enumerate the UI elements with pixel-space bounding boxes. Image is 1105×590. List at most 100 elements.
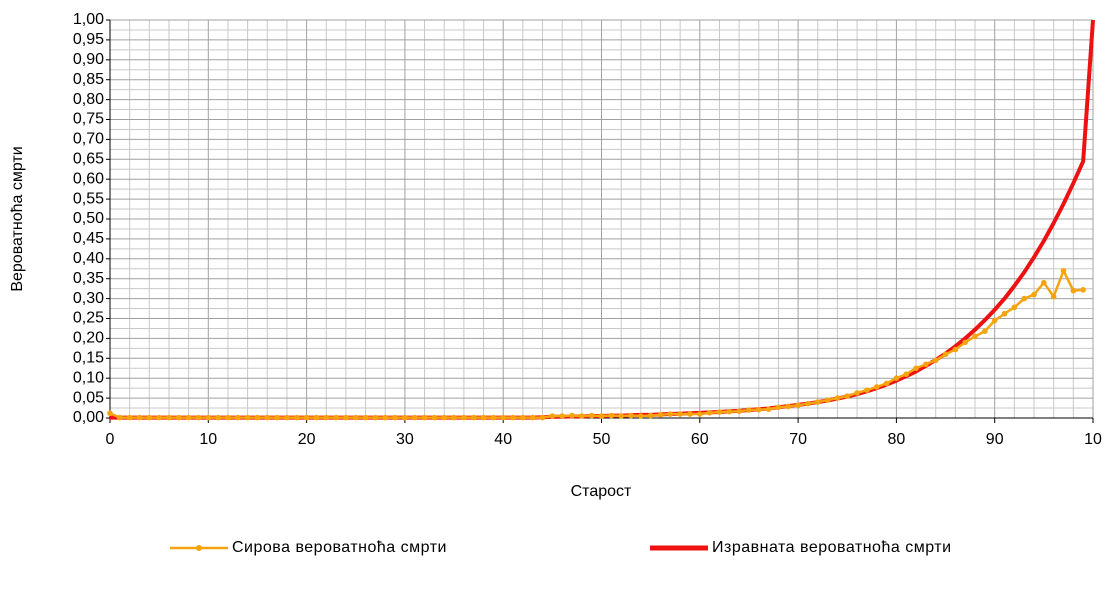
series-marker: [480, 414, 487, 421]
series-marker: [893, 375, 900, 382]
series-marker: [775, 404, 782, 411]
legend-label: Сирова вероватноћа смрти: [232, 539, 447, 556]
series-marker: [667, 411, 674, 417]
series-marker: [117, 414, 123, 421]
series-marker: [785, 403, 792, 410]
series-marker: [411, 414, 418, 421]
series-marker: [854, 390, 860, 396]
series-marker: [352, 414, 359, 421]
series-marker: [726, 408, 733, 415]
series-marker: [559, 413, 565, 419]
series-marker: [461, 414, 467, 421]
legend-marker: [196, 545, 202, 551]
y-tick-label: 0,40: [73, 250, 104, 267]
series-marker: [215, 414, 221, 421]
series-marker: [647, 412, 654, 419]
series-marker: [569, 412, 575, 419]
series-marker: [1050, 293, 1057, 300]
series-marker: [932, 357, 939, 364]
series-marker: [765, 406, 772, 413]
series-marker: [441, 414, 448, 421]
series-marker: [284, 414, 290, 421]
series-line: [109, 269, 1084, 419]
series-marker: [913, 365, 919, 372]
series-marker: [510, 414, 516, 421]
series-marker: [873, 384, 880, 390]
x-tick-label: 80: [888, 431, 906, 448]
series-marker: [923, 361, 929, 368]
series-marker: [500, 414, 507, 421]
x-tick-label: 0: [106, 431, 115, 448]
series-marker: [313, 414, 320, 421]
series-marker: [549, 413, 556, 419]
series-marker: [146, 414, 153, 421]
series-marker: [205, 414, 212, 421]
series-marker: [431, 414, 438, 421]
series-marker: [254, 414, 261, 421]
series-marker: [716, 409, 723, 415]
series-marker: [402, 414, 408, 421]
series-marker: [982, 328, 988, 335]
series-marker: [1070, 287, 1077, 294]
y-tick-label: 0,00: [73, 409, 104, 426]
y-tick-label: 0,95: [73, 31, 104, 48]
series-marker: [372, 414, 379, 421]
series-marker: [539, 414, 546, 421]
x-axis-label: Старост: [571, 483, 632, 500]
series-marker: [195, 414, 202, 421]
y-tick-label: 0,90: [73, 51, 104, 68]
series-marker: [343, 414, 349, 421]
x-tick-label: 10: [1084, 431, 1102, 448]
series-marker: [362, 414, 369, 421]
y-tick-label: 0,10: [73, 369, 104, 386]
series-marker: [323, 414, 330, 421]
series-marker: [864, 387, 870, 393]
series-marker: [176, 414, 182, 421]
series-marker: [185, 414, 192, 421]
x-tick-label: 10: [199, 431, 217, 448]
y-axis-label: Вероватноћа смрти: [9, 146, 26, 291]
series-marker: [156, 414, 162, 421]
legend-label: Изравната вероватноћа смрти: [712, 539, 952, 556]
series-marker: [618, 413, 624, 419]
y-tick-label: 0,50: [73, 210, 104, 227]
y-tick-label: 0,85: [73, 71, 104, 88]
y-tick-label: 0,70: [73, 131, 104, 148]
y-tick-label: 0,75: [73, 111, 104, 128]
series-marker: [333, 414, 339, 421]
series-marker: [1080, 287, 1086, 293]
y-tick-label: 1,00: [73, 11, 104, 28]
series-marker: [677, 411, 683, 417]
series-marker: [136, 414, 143, 421]
series-marker: [264, 414, 271, 421]
series-marker: [657, 412, 664, 418]
series-marker: [1001, 310, 1008, 317]
series-marker: [244, 414, 251, 421]
series-marker: [903, 371, 910, 378]
series-marker: [638, 413, 644, 419]
series-marker: [746, 407, 752, 413]
series-marker: [844, 393, 851, 399]
series-marker: [588, 412, 595, 419]
y-tick-label: 0,25: [73, 310, 104, 327]
y-tick-label: 0,20: [73, 330, 104, 347]
series-marker: [687, 411, 693, 417]
x-tick-label: 60: [691, 431, 709, 448]
series-marker: [225, 414, 231, 421]
series-marker: [795, 402, 801, 409]
x-tick-label: 40: [494, 431, 512, 448]
series-marker: [293, 414, 300, 421]
series-marker: [1011, 304, 1018, 311]
series-marker: [421, 414, 428, 421]
y-tick-label: 0,80: [73, 91, 104, 108]
series-marker: [805, 400, 811, 407]
series-marker: [824, 397, 831, 403]
series-marker: [490, 414, 497, 421]
series-marker: [697, 411, 703, 417]
x-tick-label: 20: [298, 431, 316, 448]
series-marker: [942, 351, 949, 358]
series-marker: [755, 406, 762, 413]
y-tick-label: 0,55: [73, 190, 104, 207]
